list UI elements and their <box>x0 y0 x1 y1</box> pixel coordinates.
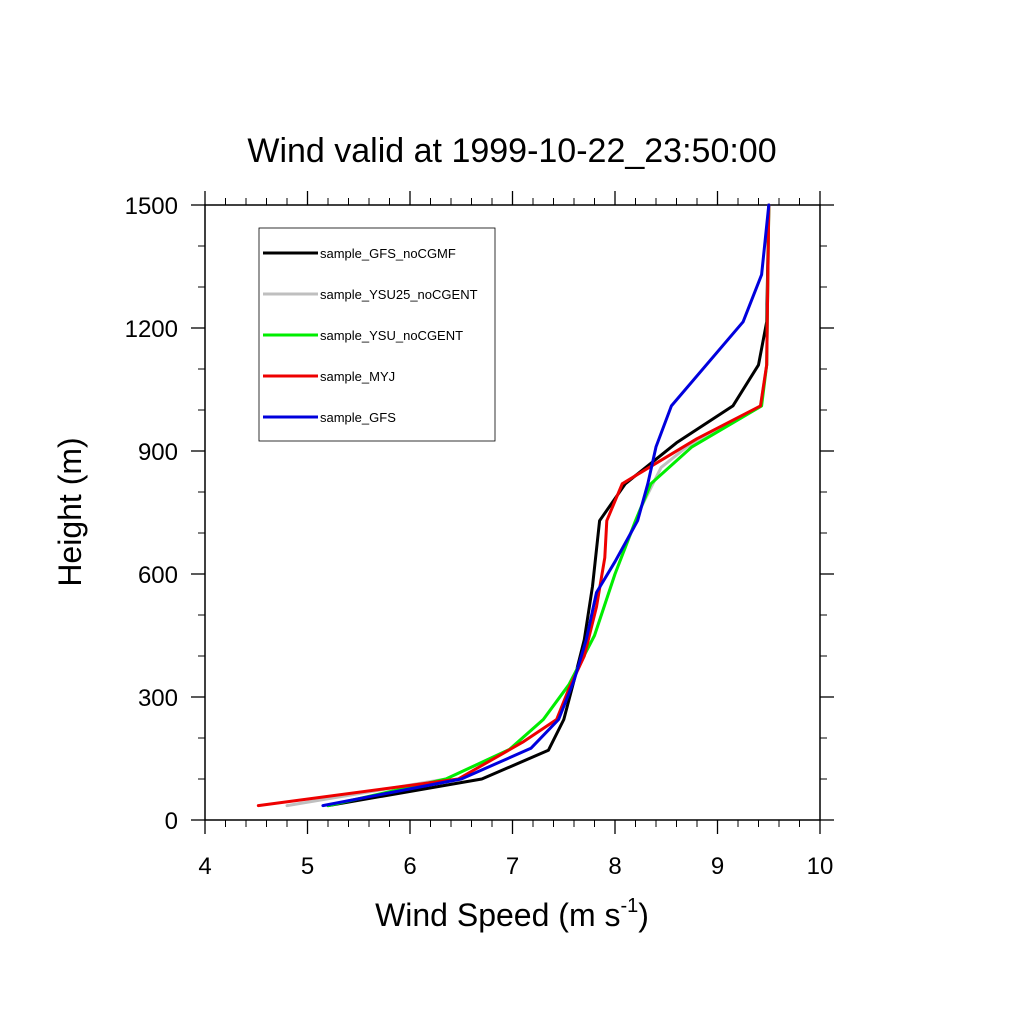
chart-title: Wind valid at 1999-10-22_23:50:00 <box>247 132 776 170</box>
y-tick-label: 900 <box>138 439 178 466</box>
series-line-sample-gfs <box>321 203 771 808</box>
legend-label: sample_GFS_noCGMF <box>320 246 456 261</box>
x-axis-label: Wind Speed (m s-1) <box>375 895 649 933</box>
x-axis-label-end: ) <box>638 897 649 933</box>
x-tick-labels: 4 5 6 7 8 9 10 <box>198 853 833 880</box>
y-tick-label: 600 <box>138 562 178 589</box>
x-axis-label-main: Wind Speed (m s <box>375 897 620 933</box>
series-line-sample-myj <box>256 203 771 808</box>
y-tick-labels: 0 300 600 900 1200 1500 <box>125 193 178 835</box>
legend-label: sample_YSU_noCGENT <box>320 328 463 343</box>
y-tick-label: 0 <box>165 808 178 835</box>
x-tick-label: 7 <box>506 853 519 880</box>
series-line-sample-gfs-nocgmf <box>326 203 771 808</box>
legend-label: sample_MYJ <box>320 369 395 384</box>
legend: sample_GFS_noCGMF sample_YSU25_noCGENTsam… <box>258 227 496 442</box>
axis-ticks <box>191 191 834 834</box>
y-tick-label: 300 <box>138 685 178 712</box>
x-tick-label: 8 <box>608 853 621 880</box>
x-tick-label: 5 <box>301 853 314 880</box>
x-tick-label: 9 <box>711 853 724 880</box>
y-tick-label: 1500 <box>125 193 178 220</box>
x-axis-label-superscript: -1 <box>620 895 638 917</box>
series-lines <box>256 203 771 808</box>
legend-label: sample_GFS <box>320 410 396 425</box>
x-tick-label: 10 <box>807 853 834 880</box>
y-tick-label: 1200 <box>125 316 178 343</box>
x-tick-label: 4 <box>198 853 211 880</box>
x-tick-label: 6 <box>403 853 416 880</box>
y-axis-label: Height (m) <box>52 437 88 586</box>
legend-label: sample_YSU25_noCGENT <box>320 287 478 302</box>
